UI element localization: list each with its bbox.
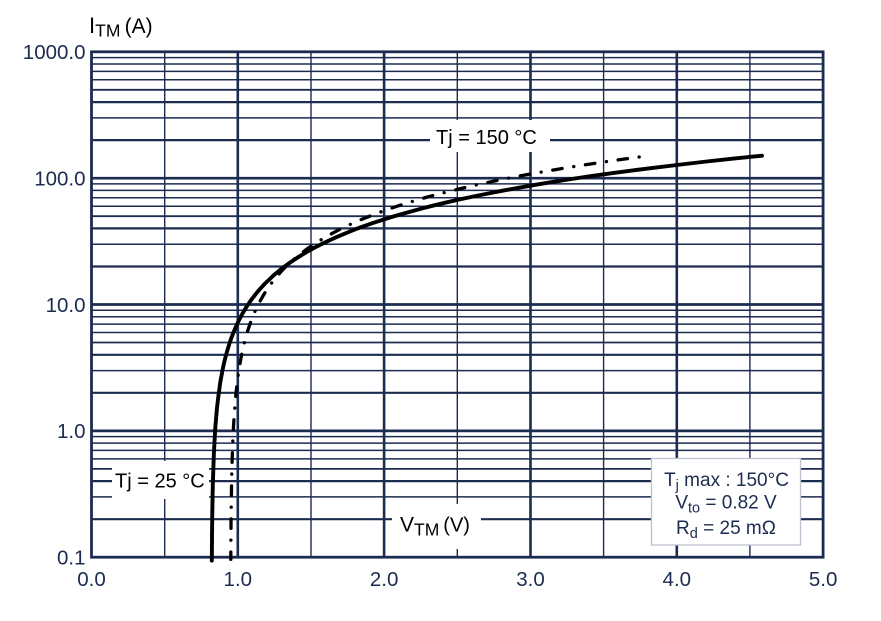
svg-text:1000.0: 1000.0	[23, 41, 86, 64]
svg-text:Tj = 150 °C: Tj = 150 °C	[436, 127, 537, 149]
svg-text:1.0: 1.0	[57, 420, 86, 443]
svg-text:10.0: 10.0	[46, 294, 86, 317]
svg-text:5.0: 5.0	[809, 568, 838, 591]
svg-text:Tj = 25 °C: Tj = 25 °C	[115, 471, 205, 493]
svg-text:Tj max : 150°C: Tj max : 150°C	[664, 470, 789, 494]
svg-text:1.0: 1.0	[224, 568, 253, 591]
svg-text:0.0: 0.0	[77, 568, 106, 591]
svg-text:Rd = 25 mΩ: Rd = 25 mΩ	[676, 518, 776, 542]
svg-text:4.0: 4.0	[663, 568, 692, 591]
svg-text:100.0: 100.0	[34, 168, 85, 191]
svg-text:2.0: 2.0	[370, 568, 399, 591]
svg-text:3.0: 3.0	[516, 568, 545, 591]
svg-text:0.1: 0.1	[57, 547, 86, 570]
